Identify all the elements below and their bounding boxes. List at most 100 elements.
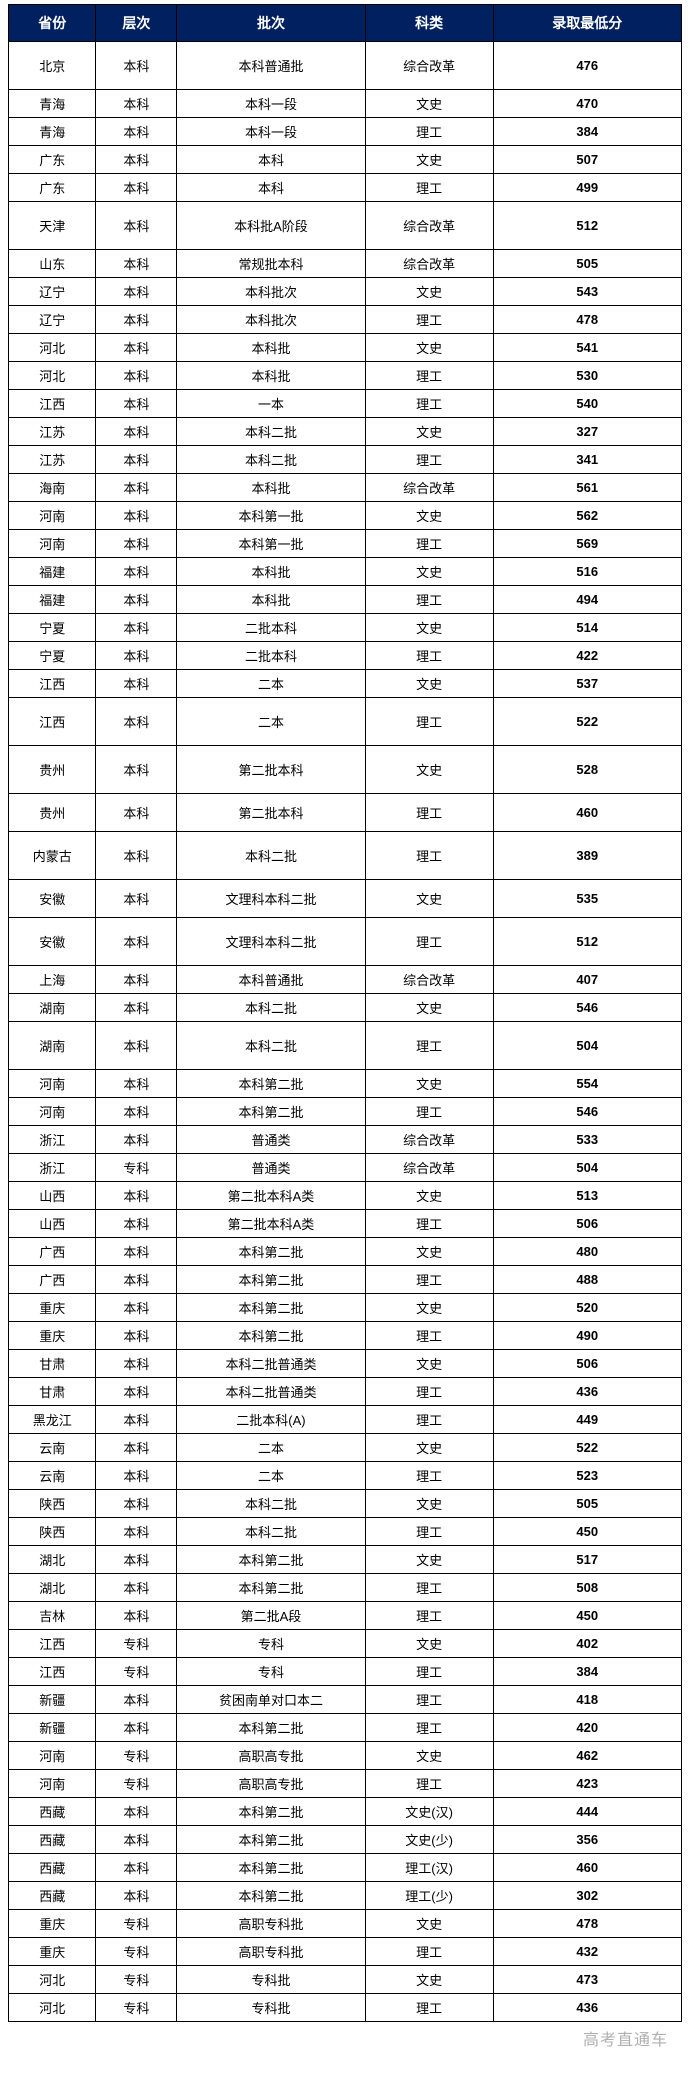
table-row: 湖南本科本科二批文史546 [9,994,682,1022]
table-row: 贵州本科第二批本科文史528 [9,746,682,794]
cell-31-2: 本科第二批 [177,1070,365,1098]
cell-15-0: 河南 [9,502,96,530]
cell-14-3: 综合改革 [365,474,493,502]
table-row: 甘肃本科本科二批普通类理工436 [9,1378,682,1406]
cell-54-0: 新疆 [9,1714,96,1742]
cell-42-4: 436 [493,1378,681,1406]
cell-35-1: 本科 [96,1182,177,1210]
cell-39-3: 文史 [365,1294,493,1322]
cell-61-1: 专科 [96,1910,177,1938]
cell-59-3: 理工(汉) [365,1854,493,1882]
cell-11-4: 540 [493,390,681,418]
table-row: 云南本科二本理工523 [9,1462,682,1490]
table-row: 福建本科本科批理工494 [9,586,682,614]
cell-33-1: 本科 [96,1126,177,1154]
cell-59-4: 460 [493,1854,681,1882]
cell-29-1: 本科 [96,994,177,1022]
table-row: 湖南本科本科二批理工504 [9,1022,682,1070]
cell-41-4: 506 [493,1350,681,1378]
cell-49-2: 本科第二批 [177,1574,365,1602]
cell-2-1: 本科 [96,118,177,146]
table-row: 浙江专科普通类综合改革504 [9,1154,682,1182]
table-row: 山西本科第二批本科A类文史513 [9,1182,682,1210]
table-row: 广西本科本科第二批理工488 [9,1266,682,1294]
cell-21-3: 文史 [365,670,493,698]
cell-32-4: 546 [493,1098,681,1126]
cell-13-2: 本科二批 [177,446,365,474]
cell-20-4: 422 [493,642,681,670]
cell-32-2: 本科第二批 [177,1098,365,1126]
cell-35-0: 山西 [9,1182,96,1210]
cell-8-4: 478 [493,306,681,334]
cell-61-2: 高职专科批 [177,1910,365,1938]
cell-19-3: 文史 [365,614,493,642]
cell-28-3: 综合改革 [365,966,493,994]
cell-31-1: 本科 [96,1070,177,1098]
cell-51-2: 专科 [177,1630,365,1658]
cell-1-3: 文史 [365,90,493,118]
table-row: 辽宁本科本科批次理工478 [9,306,682,334]
cell-51-3: 文史 [365,1630,493,1658]
cell-0-4: 476 [493,42,681,90]
cell-14-1: 本科 [96,474,177,502]
cell-40-1: 本科 [96,1322,177,1350]
cell-17-2: 本科批 [177,558,365,586]
cell-39-4: 520 [493,1294,681,1322]
cell-14-0: 海南 [9,474,96,502]
cell-4-2: 本科 [177,174,365,202]
cell-8-3: 理工 [365,306,493,334]
cell-58-4: 356 [493,1826,681,1854]
cell-56-1: 专科 [96,1770,177,1798]
cell-7-2: 本科批次 [177,278,365,306]
cell-44-4: 522 [493,1434,681,1462]
cell-10-3: 理工 [365,362,493,390]
cell-22-4: 522 [493,698,681,746]
cell-27-1: 本科 [96,918,177,966]
cell-1-4: 470 [493,90,681,118]
cell-55-3: 文史 [365,1742,493,1770]
cell-4-1: 本科 [96,174,177,202]
cell-8-0: 辽宁 [9,306,96,334]
cell-3-0: 广东 [9,146,96,174]
table-row: 陕西本科本科二批文史505 [9,1490,682,1518]
cell-15-4: 562 [493,502,681,530]
cell-44-3: 文史 [365,1434,493,1462]
cell-45-4: 523 [493,1462,681,1490]
cell-4-0: 广东 [9,174,96,202]
cell-31-4: 554 [493,1070,681,1098]
cell-16-2: 本科第一批 [177,530,365,558]
cell-57-4: 444 [493,1798,681,1826]
cell-63-2: 专科批 [177,1966,365,1994]
cell-40-0: 重庆 [9,1322,96,1350]
table-row: 江苏本科本科二批文史327 [9,418,682,446]
cell-36-4: 506 [493,1210,681,1238]
table-row: 西藏本科本科第二批理工(汉)460 [9,1854,682,1882]
cell-0-0: 北京 [9,42,96,90]
cell-5-2: 本科批A阶段 [177,202,365,250]
cell-53-1: 本科 [96,1686,177,1714]
cell-18-0: 福建 [9,586,96,614]
watermark-text: 高考直通车 [8,2026,682,2050]
cell-59-1: 本科 [96,1854,177,1882]
table-row: 江苏本科本科二批理工341 [9,446,682,474]
cell-53-0: 新疆 [9,1686,96,1714]
cell-56-3: 理工 [365,1770,493,1798]
cell-4-4: 499 [493,174,681,202]
col-header-4: 录取最低分 [493,5,681,42]
cell-26-4: 535 [493,880,681,918]
table-row: 河南专科高职高专批文史462 [9,1742,682,1770]
table-row: 山西本科第二批本科A类理工506 [9,1210,682,1238]
table-row: 内蒙古本科本科二批理工389 [9,832,682,880]
table-row: 宁夏本科二批本科文史514 [9,614,682,642]
cell-43-2: 二批本科(A) [177,1406,365,1434]
cell-42-1: 本科 [96,1378,177,1406]
cell-18-4: 494 [493,586,681,614]
cell-9-4: 541 [493,334,681,362]
cell-9-3: 文史 [365,334,493,362]
cell-57-3: 文史(汉) [365,1798,493,1826]
cell-34-3: 综合改革 [365,1154,493,1182]
cell-26-2: 文理科本科二批 [177,880,365,918]
cell-54-2: 本科第二批 [177,1714,365,1742]
cell-25-2: 本科二批 [177,832,365,880]
cell-16-0: 河南 [9,530,96,558]
